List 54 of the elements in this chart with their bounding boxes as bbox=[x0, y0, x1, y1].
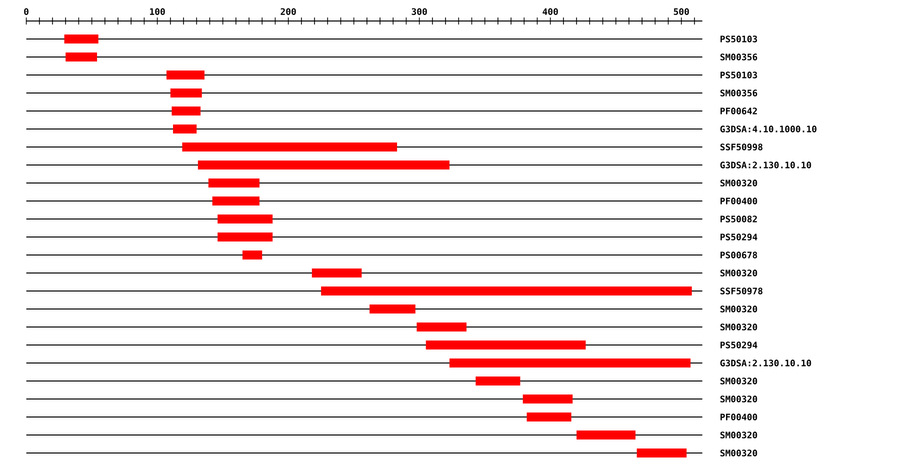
y-tick-label: PF00400 bbox=[720, 414, 758, 420]
bar bbox=[476, 376, 520, 386]
x-tick-label: 0 bbox=[24, 8, 28, 15]
x-tick-label: 100 bbox=[150, 8, 165, 15]
bar bbox=[218, 214, 273, 224]
y-tick-label: PS50294 bbox=[720, 342, 758, 348]
bar bbox=[242, 250, 262, 260]
y-tick-label: SM00356 bbox=[720, 90, 758, 96]
bar bbox=[173, 124, 197, 134]
bar bbox=[198, 160, 450, 170]
bar bbox=[66, 52, 98, 62]
x-tick-label: 400 bbox=[542, 8, 558, 15]
y-tick-label: SSF50998 bbox=[720, 144, 762, 150]
y-tick-label: SM00320 bbox=[720, 324, 758, 330]
bar bbox=[321, 286, 692, 296]
y-tick-label: SM00356 bbox=[720, 54, 758, 60]
y-tick-label: PS50082 bbox=[720, 216, 757, 222]
bar bbox=[166, 70, 204, 80]
bar bbox=[416, 322, 466, 332]
y-tick-label: G3DSA:2.130.10.10 bbox=[720, 162, 812, 168]
bar bbox=[172, 106, 201, 116]
bar bbox=[64, 34, 98, 44]
bar bbox=[182, 142, 398, 152]
bar bbox=[576, 430, 636, 440]
y-tick-label: SM00320 bbox=[720, 432, 758, 438]
y-tick-label: PS50103 bbox=[720, 36, 758, 42]
y-tick-label: PS50294 bbox=[720, 234, 758, 240]
bar bbox=[522, 394, 573, 404]
bar bbox=[212, 196, 260, 206]
bar bbox=[312, 268, 362, 278]
bar bbox=[526, 412, 572, 422]
y-tick-label: SM00320 bbox=[720, 180, 758, 186]
bar bbox=[426, 340, 586, 350]
y-tick-label: SM00320 bbox=[720, 306, 758, 312]
y-tick-label: G3DSA:4.10.1000.10 bbox=[720, 126, 816, 132]
x-tick-label: 500 bbox=[674, 8, 689, 15]
y-tick-label: PS50103 bbox=[720, 72, 758, 78]
bar bbox=[636, 448, 687, 458]
y-tick-label: G3DSA:2.130.10.10 bbox=[720, 360, 812, 366]
bar bbox=[370, 304, 416, 314]
x-tick-label: 300 bbox=[412, 8, 427, 15]
y-tick-label: SM00320 bbox=[720, 270, 758, 276]
y-tick-label: PF00642 bbox=[720, 108, 757, 114]
y-tick-label: SM00320 bbox=[720, 396, 758, 402]
y-tick-label: PS00678 bbox=[720, 252, 758, 258]
bar bbox=[449, 358, 691, 368]
y-tick-label: SM00320 bbox=[720, 450, 758, 456]
bar bbox=[208, 178, 260, 188]
bar bbox=[170, 88, 202, 98]
y-tick-label: PF00400 bbox=[720, 198, 758, 204]
y-tick-label: SM00320 bbox=[720, 378, 758, 384]
bar bbox=[218, 232, 273, 242]
x-tick-label: 200 bbox=[280, 8, 296, 15]
y-tick-label: SSF50978 bbox=[720, 288, 762, 294]
